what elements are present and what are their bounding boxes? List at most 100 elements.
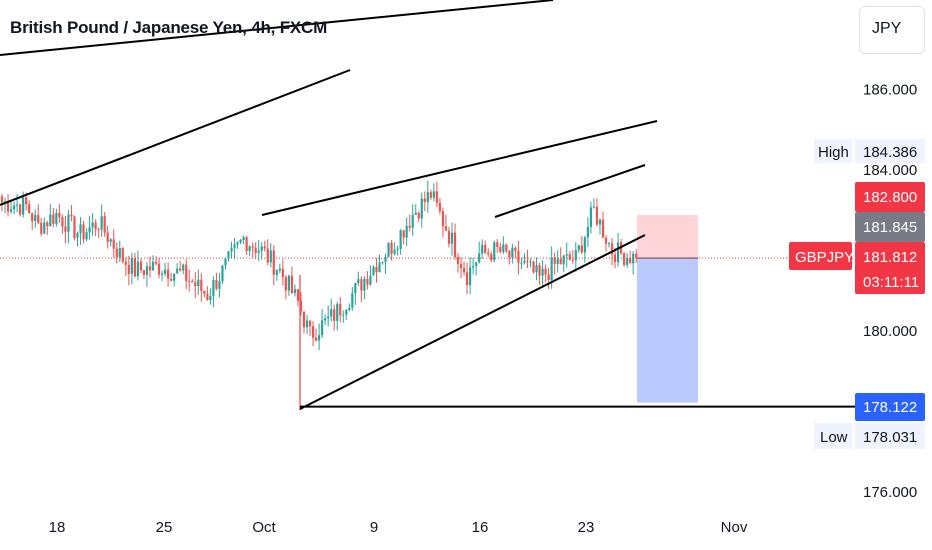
prev-close-tag-text: 181.845 [863, 219, 917, 236]
candle-body [139, 261, 143, 271]
candle-body [215, 280, 218, 289]
candle-body [339, 304, 342, 316]
candle-body [520, 262, 523, 264]
target-level-tag: 178.122 [855, 393, 925, 421]
candle-body [511, 247, 514, 258]
candle-body [586, 227, 589, 238]
trendline[interactable] [0, 69, 351, 206]
take-profit-zone[interactable] [637, 258, 698, 403]
candle-body [19, 204, 22, 215]
high-value-bg [855, 139, 925, 163]
trendline[interactable] [0, 0, 554, 56]
candle-body [209, 295, 212, 300]
candle-body [589, 207, 592, 228]
candle-body [311, 326, 315, 338]
candle-body [194, 282, 197, 287]
candle-body [547, 274, 550, 281]
candle-body [607, 243, 611, 245]
low-label: Low [820, 429, 848, 446]
candle-body [284, 277, 287, 291]
candle-body [408, 225, 411, 228]
candle-body [514, 247, 517, 252]
candle-body [532, 261, 535, 273]
candle-body [444, 226, 448, 231]
candle-body [151, 261, 155, 271]
candle-body [179, 268, 182, 271]
candle-body [109, 239, 112, 242]
candle-body [287, 275, 290, 291]
trendline[interactable] [494, 164, 646, 218]
candle-body [16, 204, 19, 206]
candle-body [456, 257, 460, 265]
price-tick-label: 180.000 [863, 323, 917, 340]
candle-body [31, 213, 34, 222]
candle-body [604, 237, 608, 244]
candle-body [52, 214, 55, 224]
candle-body [411, 214, 414, 228]
candle-body [402, 230, 405, 238]
candle-body [375, 266, 378, 273]
candle-body [55, 212, 58, 224]
candle-body [82, 224, 85, 240]
candle-body [136, 261, 139, 277]
time-axis-label: 9 [370, 519, 378, 536]
candle-body [414, 212, 417, 215]
candle-body [157, 263, 161, 275]
low-value-bg [855, 423, 925, 449]
candle-body [278, 268, 281, 271]
prev-close-tag: 181.845 [855, 212, 925, 242]
candle-body [387, 242, 390, 258]
candle-body [127, 264, 130, 274]
stop-loss-zone[interactable] [637, 215, 698, 259]
candle-body [203, 290, 206, 294]
candle-body [254, 247, 257, 253]
candle-body [499, 246, 502, 253]
candle-body [275, 270, 278, 275]
candle-body [496, 242, 499, 247]
candle-body [420, 198, 423, 219]
candle-body [43, 222, 46, 234]
time-axis-label: 18 [49, 519, 66, 536]
price-tick-label: 176.000 [863, 484, 917, 501]
candle-body [484, 244, 487, 253]
candle-body [224, 258, 227, 266]
candle-body [221, 265, 224, 282]
trendline[interactable] [261, 120, 658, 216]
candle-body [218, 281, 221, 289]
candle-body [535, 265, 538, 273]
candle-body [562, 255, 565, 265]
candle-body [559, 259, 562, 265]
currency-selector[interactable]: JPY [859, 6, 925, 54]
candle-body [616, 242, 620, 263]
candle-body [354, 282, 357, 293]
candle-body [3, 201, 7, 203]
high-value: 184.386 [863, 144, 917, 161]
candle-body [330, 309, 333, 317]
candle-body [160, 273, 164, 275]
candle-body [490, 254, 493, 261]
candle-body [318, 335, 321, 341]
candle-body [145, 266, 149, 275]
candle-body [34, 215, 37, 222]
candle-body [399, 230, 402, 249]
candle-body [49, 214, 52, 227]
candle-body [390, 242, 393, 254]
candle-body [432, 191, 435, 198]
candle-body [6, 201, 10, 212]
candle-body [487, 252, 490, 255]
candle-body [188, 281, 191, 283]
candle-body [257, 250, 260, 253]
candle-body [251, 246, 254, 248]
candle-body [348, 307, 351, 311]
candle-body [37, 215, 40, 223]
prev-close-tag-bg [855, 212, 925, 242]
candle-body [85, 232, 88, 240]
time-axis-label: 16 [472, 519, 489, 536]
candle-body [610, 243, 614, 255]
trendline[interactable] [299, 234, 646, 410]
candle-body [481, 244, 484, 254]
candle-body [176, 268, 179, 274]
candle-body [366, 278, 369, 285]
candle-body [478, 253, 481, 263]
